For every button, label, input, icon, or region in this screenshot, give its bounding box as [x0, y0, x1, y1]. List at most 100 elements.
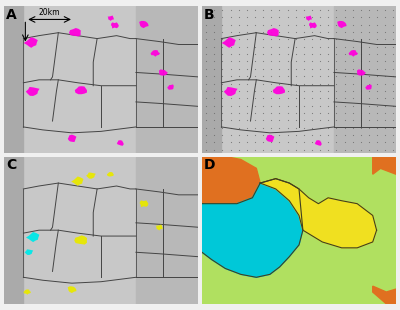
- Point: [292, 140, 299, 145]
- Polygon shape: [337, 21, 346, 28]
- Point: [301, 140, 307, 145]
- Point: [252, 118, 258, 123]
- Point: [252, 7, 258, 12]
- Point: [301, 44, 307, 49]
- Polygon shape: [159, 69, 168, 76]
- Point: [236, 96, 242, 101]
- Point: [260, 44, 266, 49]
- Point: [374, 51, 380, 56]
- Point: [341, 96, 348, 101]
- Point: [260, 118, 266, 123]
- Point: [252, 133, 258, 138]
- Point: [309, 66, 315, 71]
- Point: [366, 59, 372, 64]
- Point: [317, 66, 323, 71]
- Point: [390, 22, 397, 27]
- Point: [341, 29, 348, 34]
- Point: [203, 125, 209, 130]
- Point: [292, 22, 299, 27]
- Point: [366, 147, 372, 152]
- Point: [252, 22, 258, 27]
- Point: [219, 74, 226, 79]
- Point: [333, 110, 340, 115]
- Point: [244, 88, 250, 93]
- Point: [350, 133, 356, 138]
- Point: [382, 81, 388, 86]
- Point: [382, 66, 388, 71]
- Text: B: B: [204, 8, 214, 22]
- Point: [219, 96, 226, 101]
- Point: [390, 59, 397, 64]
- Point: [301, 118, 307, 123]
- Point: [309, 7, 315, 12]
- Point: [260, 66, 266, 71]
- Point: [284, 22, 291, 27]
- Point: [390, 29, 397, 34]
- Point: [227, 66, 234, 71]
- Point: [366, 15, 372, 20]
- Point: [358, 44, 364, 49]
- Point: [317, 147, 323, 152]
- Point: [203, 7, 209, 12]
- Point: [309, 88, 315, 93]
- Point: [276, 22, 283, 27]
- Point: [309, 110, 315, 115]
- Point: [268, 22, 274, 27]
- Point: [366, 140, 372, 145]
- Point: [203, 88, 209, 93]
- Polygon shape: [222, 6, 334, 153]
- Point: [284, 103, 291, 108]
- Point: [276, 7, 283, 12]
- Point: [252, 74, 258, 79]
- Point: [211, 96, 218, 101]
- Point: [350, 29, 356, 34]
- Point: [276, 66, 283, 71]
- Point: [203, 37, 209, 42]
- Point: [244, 125, 250, 130]
- Point: [358, 59, 364, 64]
- Point: [252, 140, 258, 145]
- Polygon shape: [306, 16, 312, 21]
- Point: [325, 51, 332, 56]
- Polygon shape: [273, 86, 285, 94]
- Point: [244, 37, 250, 42]
- Point: [292, 96, 299, 101]
- Polygon shape: [26, 232, 39, 242]
- Point: [333, 15, 340, 20]
- Point: [333, 22, 340, 27]
- Point: [366, 74, 372, 79]
- Point: [325, 74, 332, 79]
- Point: [358, 88, 364, 93]
- Point: [301, 133, 307, 138]
- Point: [276, 133, 283, 138]
- Polygon shape: [71, 176, 84, 186]
- Point: [227, 51, 234, 56]
- Point: [333, 29, 340, 34]
- Point: [358, 118, 364, 123]
- Point: [317, 59, 323, 64]
- Polygon shape: [202, 183, 303, 277]
- Point: [317, 29, 323, 34]
- Point: [236, 147, 242, 152]
- Point: [292, 7, 299, 12]
- Point: [358, 74, 364, 79]
- Point: [252, 51, 258, 56]
- Point: [358, 37, 364, 42]
- Point: [227, 147, 234, 152]
- Point: [211, 125, 218, 130]
- Point: [382, 88, 388, 93]
- Point: [292, 66, 299, 71]
- Point: [203, 96, 209, 101]
- Point: [219, 51, 226, 56]
- Polygon shape: [69, 28, 81, 37]
- Point: [317, 140, 323, 145]
- Polygon shape: [25, 249, 33, 255]
- Point: [374, 29, 380, 34]
- Point: [390, 15, 397, 20]
- Point: [284, 29, 291, 34]
- Point: [382, 22, 388, 27]
- Point: [325, 110, 332, 115]
- Point: [366, 103, 372, 108]
- Point: [292, 74, 299, 79]
- Point: [236, 81, 242, 86]
